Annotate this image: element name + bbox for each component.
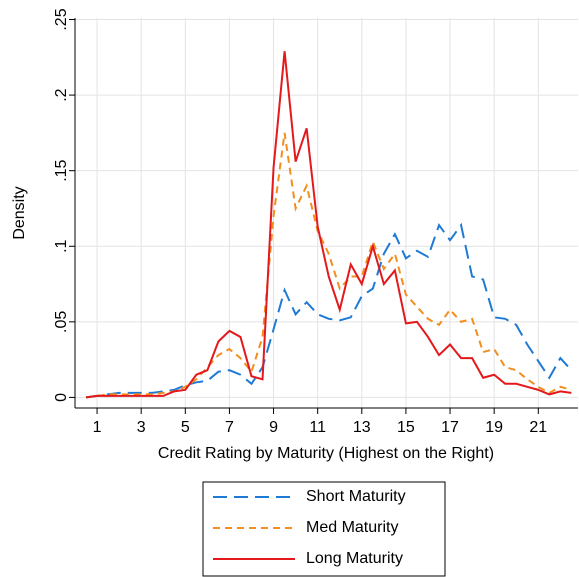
series-line [85,132,572,399]
y-tick-label: .05 [53,311,70,333]
x-tick-label: 13 [353,419,371,436]
x-tick-label: 15 [397,419,415,436]
x-tick-label: 7 [225,419,234,436]
x-tick-label: 3 [137,419,146,436]
series-line [85,222,573,399]
y-tick-label: .25 [53,8,70,30]
y-tick-label: .1 [53,239,70,252]
y-tick-label: 0 [53,393,70,402]
x-tick-label: 9 [269,419,278,436]
x-tick-label: 21 [529,419,547,436]
y-axis-title: Density [11,186,28,239]
x-tick-label: 5 [181,419,190,436]
y-tick-label: .2 [53,88,70,101]
x-tick-label: 19 [485,419,503,436]
legend-label: Med Maturity [306,519,398,536]
legend-label: Long Maturity [306,550,403,567]
x-tick-label: 1 [93,419,102,436]
x-tick-label: 17 [441,419,459,436]
x-axis-title: Credit Rating by Maturity (Highest on th… [158,445,494,462]
legend-label: Short Maturity [306,488,406,505]
series-line [85,51,572,399]
y-tick-label: .15 [53,159,70,181]
x-tick-label: 11 [309,419,326,436]
